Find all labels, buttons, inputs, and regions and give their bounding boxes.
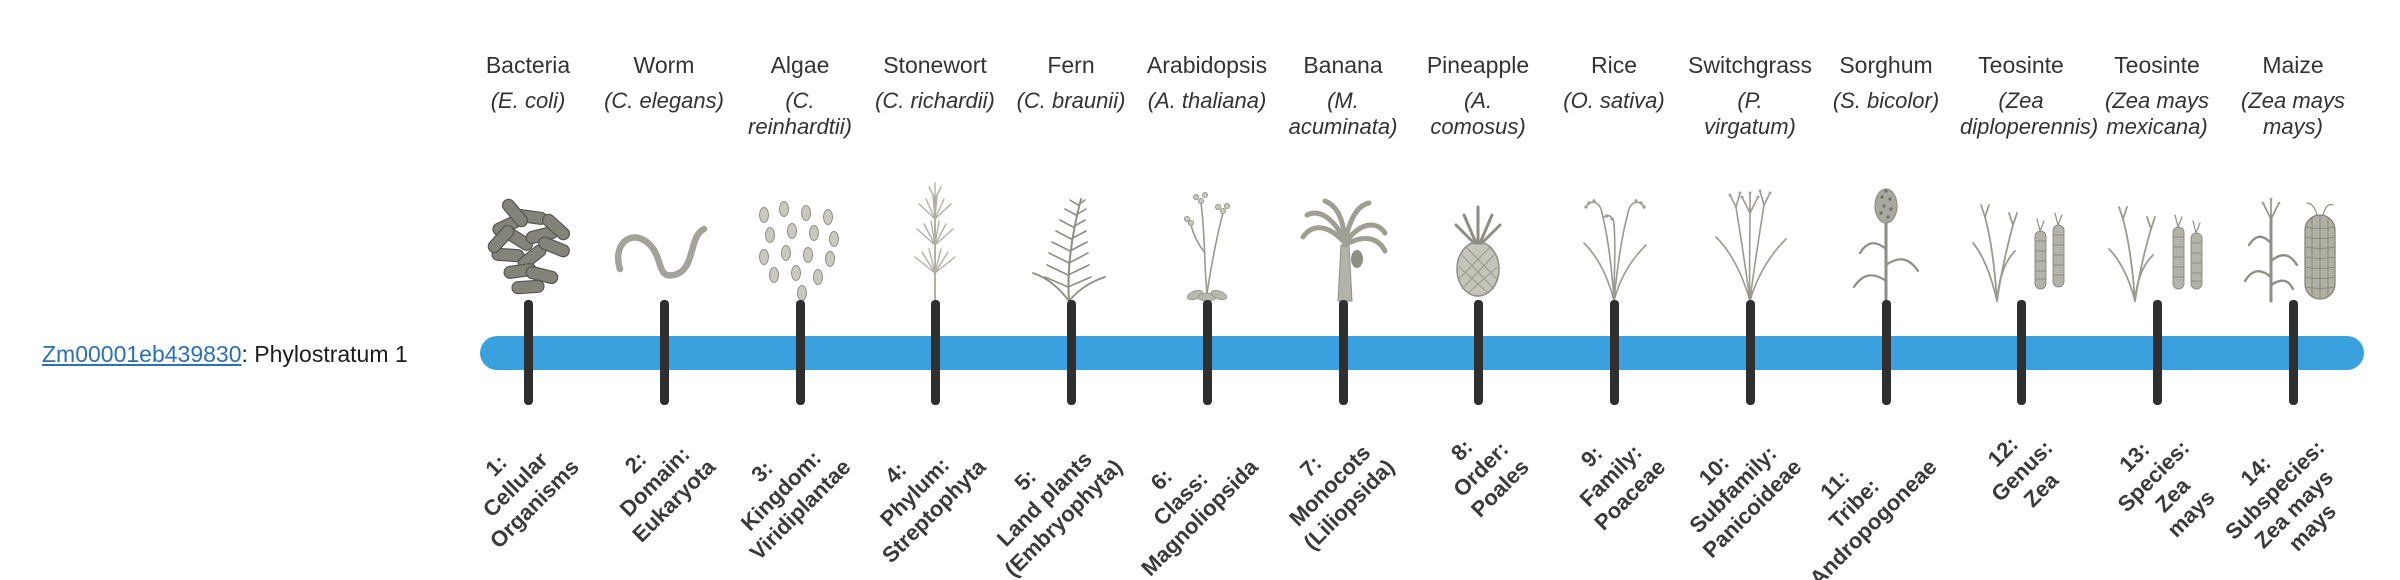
timeline-bar bbox=[480, 336, 2364, 370]
organism-name: Banana bbox=[1303, 52, 1383, 78]
stonewort-icon bbox=[875, 168, 995, 308]
organism-scientific-name: (Zea mays mexicana) bbox=[2105, 88, 2209, 140]
gene-label: Zm00001eb439830: Phylostratum 1 bbox=[42, 341, 408, 368]
teosinte-icon bbox=[2097, 168, 2217, 308]
organism-name: Fern bbox=[1047, 52, 1095, 78]
organism-scientific-name: (M. acuminata) bbox=[1288, 88, 1398, 140]
bacteria-icon bbox=[468, 168, 588, 308]
organism-scientific-name: (A. thaliana) bbox=[1147, 88, 1267, 113]
organism-scientific-name: (C. richardii) bbox=[875, 88, 995, 113]
organism-name: Arabidopsis bbox=[1146, 52, 1268, 78]
timeline-tick bbox=[1338, 300, 1348, 405]
organism-column-teosinte-mexicana: Teosinte (Zea mays mexicana) bbox=[2072, 0, 2242, 580]
stratum-label: 9: Family: Poaceae bbox=[1574, 439, 1670, 535]
organism-column-switchgrass: Switchgrass (P. virgatum) bbox=[1665, 0, 1835, 580]
timeline-tick bbox=[1066, 300, 1076, 405]
organism-column-rice: Rice (O. sativa) bbox=[1529, 0, 1699, 580]
organism-name: Bacteria bbox=[485, 52, 571, 78]
organism-name: Switchgrass bbox=[1688, 52, 1812, 78]
organism-scientific-name: (C. elegans) bbox=[604, 88, 724, 113]
timeline-tick bbox=[930, 300, 940, 405]
timeline-tick bbox=[1881, 300, 1891, 405]
organism-name: Stonewort bbox=[883, 52, 987, 78]
organism-column-stonewort: Stonewort (C. richardii) 4: Phylum: Stre… bbox=[850, 0, 1020, 580]
timeline-tick bbox=[523, 300, 533, 405]
gene-label-suffix: : Phylostratum 1 bbox=[241, 341, 408, 367]
organism-name: Rice bbox=[1590, 52, 1637, 78]
organism-column-teosinte-diploperennis: Teosinte (Zea diploperennis) bbox=[1936, 0, 2106, 580]
stratum-label: 2: Domain: Eukaryota bbox=[614, 441, 720, 547]
organism-column-arabidopsis: Arabidopsis (A. thaliana) bbox=[1122, 0, 1292, 580]
organism-scientific-name: (O. sativa) bbox=[1563, 88, 1665, 113]
organism-scientific-name: (P. virgatum) bbox=[1704, 88, 1796, 140]
organism-scientific-name: (S. bicolor) bbox=[1832, 88, 1940, 113]
organism-name: Worm bbox=[633, 52, 695, 78]
stratum-label: 5: Land plants (Embryophyta) bbox=[991, 446, 1127, 580]
organism-column-worm: Worm (C. elegans) 2: Domain: Eukaryota bbox=[579, 0, 749, 580]
rice-icon bbox=[1554, 168, 1674, 308]
stratum-label: 12: Genus: Zea bbox=[1982, 431, 2064, 512]
arabidopsis-icon bbox=[1147, 168, 1267, 308]
organism-name: Teosinte bbox=[2114, 52, 2200, 78]
organism-column-fern: Fern (C. braunii) 5: Land plants (Embry bbox=[986, 0, 1156, 580]
organism-column-algae: Algae (C. reinhardtii) 3: Kingdom: Virid… bbox=[715, 0, 885, 580]
switchgrass-icon bbox=[1690, 168, 1810, 308]
stratum-label: 3: Kingdom: Viridiplantae bbox=[736, 445, 856, 565]
stratum-label: 6: Class: Magnoliopsida bbox=[1136, 453, 1263, 580]
stratum-label: 7: Monocots (Liliopsida) bbox=[1283, 439, 1399, 555]
teosinte-icon bbox=[1961, 168, 2081, 308]
organism-scientific-name: (A. comosus) bbox=[1430, 88, 1526, 140]
organism-scientific-name: (C. braunii) bbox=[1016, 88, 1126, 113]
timeline-tick bbox=[2152, 300, 2162, 405]
stratum-label: 4: Phylum: Streptophyta bbox=[875, 452, 991, 568]
stratum-label: 8: Order: Poales bbox=[1446, 434, 1534, 522]
timeline-tick bbox=[1745, 300, 1755, 405]
timeline-tick bbox=[659, 300, 669, 405]
organism-name: Teosinte bbox=[1978, 52, 2064, 78]
timeline-tick bbox=[1473, 300, 1483, 405]
organism-name: Pineapple bbox=[1426, 52, 1530, 78]
organism-column-maize: Maize (Zea mays mays) bbox=[2208, 0, 2378, 580]
organism-column-bacteria: Bacteria (E. coli) 1: Cellular Organisms bbox=[443, 0, 613, 580]
organism-column-sorghum: Sorghum (S. bicolor) 11: Tribe: Andropog… bbox=[1801, 0, 1971, 580]
organism-column-pineapple: Pineapple (A. comosus) 8: Order: Poales bbox=[1393, 0, 1563, 580]
sorghum-icon bbox=[1826, 168, 1946, 308]
organism-scientific-name: (Zea diploperennis) bbox=[1960, 88, 2099, 140]
stratum-label: 14: Subspecies: Zea mays mays bbox=[2220, 434, 2342, 557]
organism-name: Sorghum bbox=[1839, 52, 1933, 78]
timeline-tick bbox=[1609, 300, 1619, 405]
timeline-tick bbox=[795, 300, 805, 405]
gene-link[interactable]: Zm00001eb439830 bbox=[42, 341, 242, 367]
timeline-tick bbox=[2288, 300, 2298, 405]
timeline-tick bbox=[1202, 300, 1212, 405]
organism-name: Algae bbox=[770, 52, 830, 78]
fern-icon bbox=[1011, 168, 1131, 308]
banana-icon bbox=[1283, 168, 1403, 308]
organism-scientific-name: (C. reinhardtii) bbox=[748, 88, 852, 140]
organism-scientific-name: (E. coli) bbox=[490, 88, 566, 113]
stratum-label: 1: Cellular Organisms bbox=[477, 447, 584, 553]
organism-scientific-name: (Zea mays mays) bbox=[2241, 88, 2345, 140]
pineapple-icon bbox=[1418, 168, 1538, 308]
worm-icon bbox=[604, 168, 724, 308]
algae-icon bbox=[740, 168, 860, 308]
timeline-tick bbox=[2016, 300, 2026, 405]
organism-name: Maize bbox=[2262, 52, 2324, 78]
maize-icon bbox=[2233, 168, 2353, 308]
organism-column-banana: Banana (M. acuminata) 7: Monocots (Lilio… bbox=[1258, 0, 1428, 580]
